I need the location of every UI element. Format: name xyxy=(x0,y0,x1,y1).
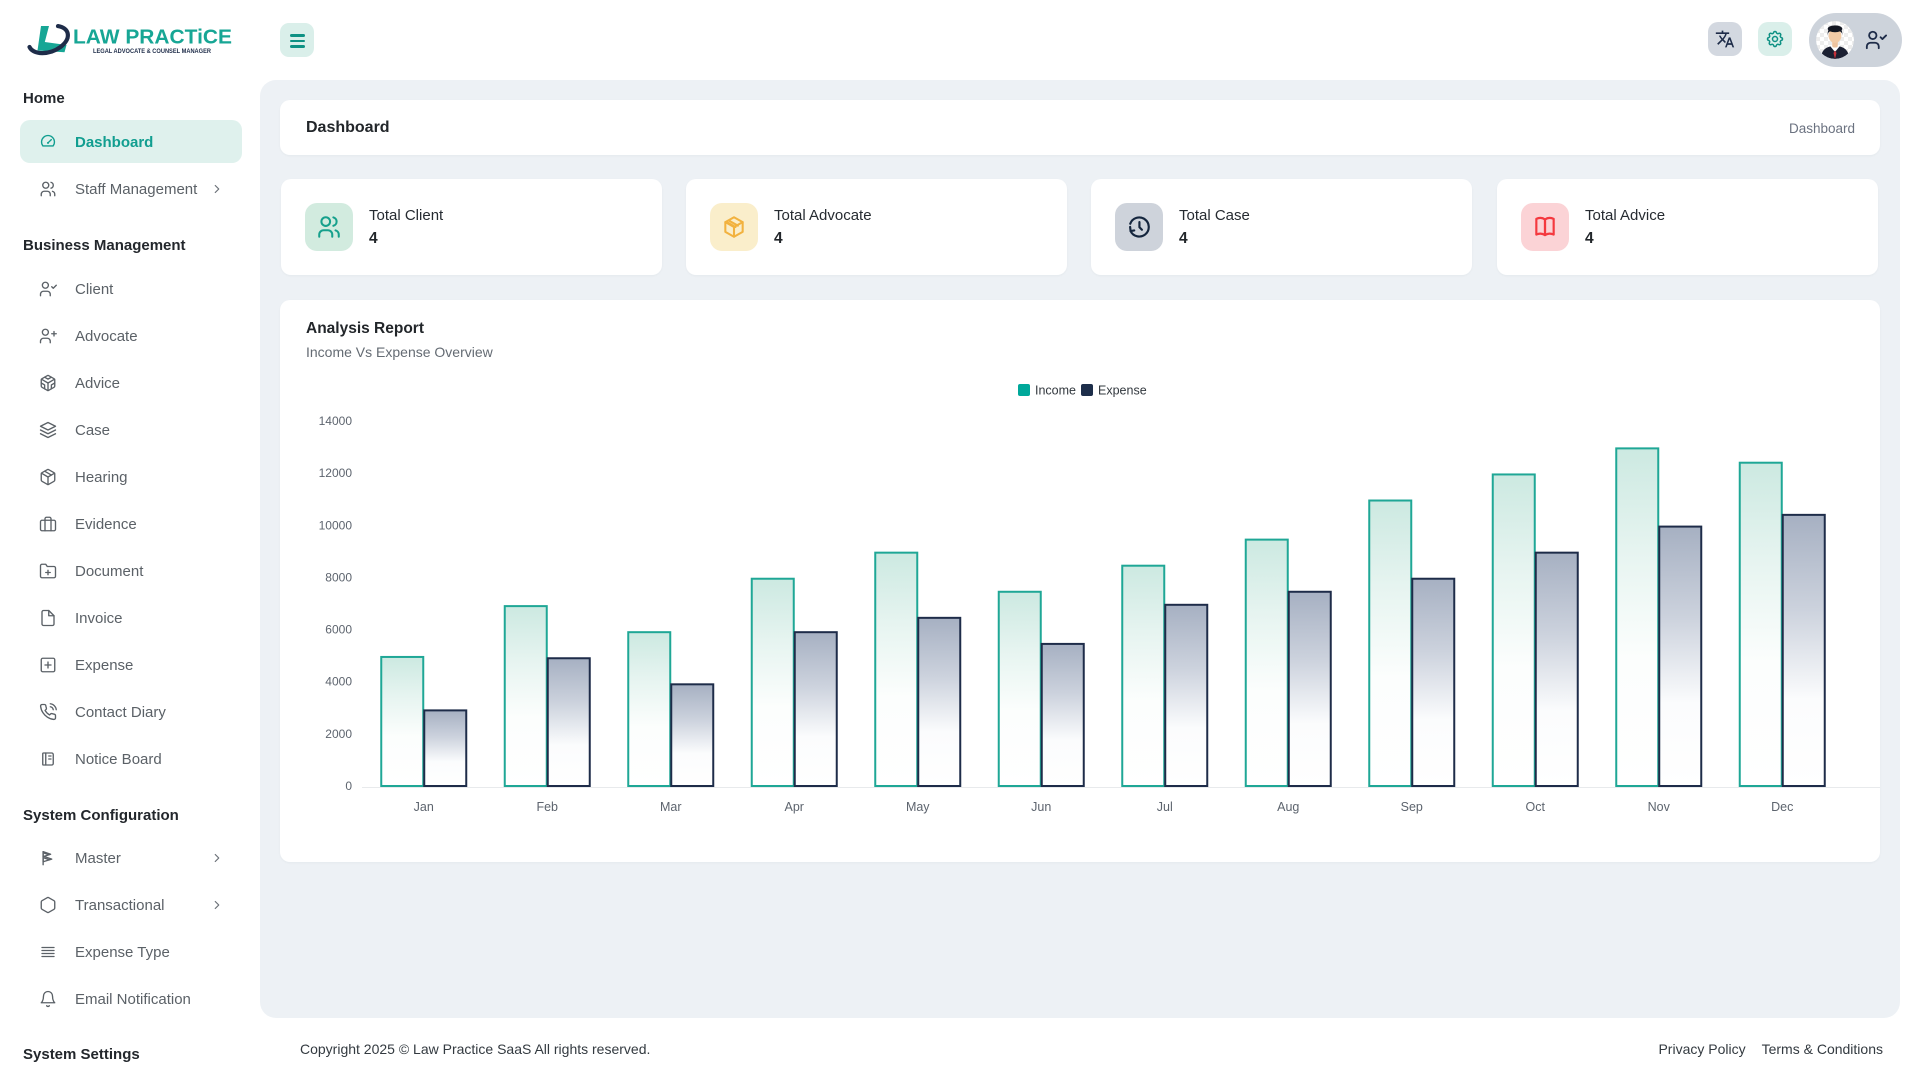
svg-text:Oct: Oct xyxy=(1526,800,1546,814)
svg-text:14000: 14000 xyxy=(319,414,353,428)
svg-text:Sep: Sep xyxy=(1401,800,1423,814)
svg-text:Jul: Jul xyxy=(1157,800,1173,814)
svg-text:LEGAL ADVOCATE & COUNSEL MANAG: LEGAL ADVOCATE & COUNSEL MANAGER xyxy=(93,48,211,55)
svg-text:Apr: Apr xyxy=(785,800,804,814)
svg-text:Dec: Dec xyxy=(1771,800,1793,814)
svg-text:Aug: Aug xyxy=(1277,800,1299,814)
svg-text:6000: 6000 xyxy=(325,623,352,637)
svg-text:May: May xyxy=(906,800,930,814)
svg-text:2000: 2000 xyxy=(325,727,352,741)
svg-text:Mar: Mar xyxy=(660,800,682,814)
svg-text:Nov: Nov xyxy=(1648,800,1671,814)
svg-text:Income: Income xyxy=(1035,384,1076,398)
svg-text:Expense: Expense xyxy=(1098,384,1147,398)
svg-text:Jan: Jan xyxy=(414,800,434,814)
svg-text:4000: 4000 xyxy=(325,675,352,689)
svg-text:8000: 8000 xyxy=(325,570,352,584)
svg-text:0: 0 xyxy=(345,779,352,793)
svg-text:12000: 12000 xyxy=(319,466,353,480)
svg-text:10000: 10000 xyxy=(319,518,353,532)
svg-text:Jun: Jun xyxy=(1031,800,1051,814)
svg-text:LAW PRACTiCE: LAW PRACTiCE xyxy=(73,27,232,49)
svg-text:Feb: Feb xyxy=(536,800,558,814)
